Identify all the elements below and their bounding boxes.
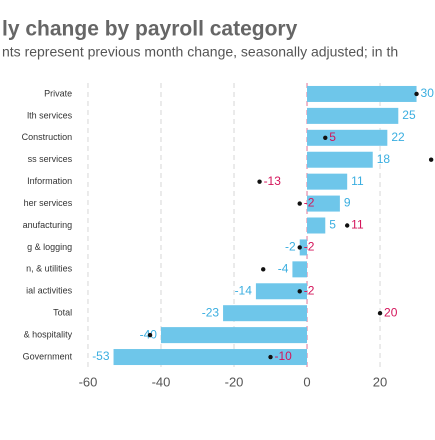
dot: [147, 332, 153, 338]
bar: [307, 195, 340, 212]
bar: [307, 217, 326, 234]
y-tick-label: her services: [24, 198, 73, 208]
dot-label: -13: [264, 174, 282, 188]
dot: [257, 179, 262, 184]
dot-label: -10: [275, 349, 293, 363]
value-label: -53: [92, 349, 110, 363]
dot-label: -2: [304, 240, 315, 254]
y-tick-label: Government: [23, 351, 73, 361]
y-tick-label: anufacturing: [23, 220, 73, 230]
y-tick-label: n, & utilities: [26, 264, 73, 274]
bar: [307, 173, 348, 190]
y-tick-label: Total: [53, 308, 72, 318]
y-tick-label: & hospitality: [24, 329, 73, 339]
dot: [297, 289, 302, 294]
bar: [307, 85, 417, 102]
dot: [297, 245, 302, 250]
x-tick-label: -40: [152, 374, 171, 389]
bar: [307, 129, 388, 146]
x-tick-label: 0: [303, 374, 310, 389]
value-label: 30: [421, 86, 435, 100]
value-label: -4: [278, 262, 289, 276]
dot-label: 20: [384, 305, 398, 319]
dot: [344, 223, 350, 228]
dot-label: 11: [351, 218, 364, 232]
value-label: 5: [329, 218, 336, 232]
y-tick-label: g & logging: [27, 242, 72, 252]
bar: [223, 305, 308, 322]
bar: [307, 151, 373, 168]
dot: [297, 201, 302, 206]
dot-label: 5: [329, 130, 336, 144]
bar: [307, 107, 399, 124]
dot: [268, 354, 273, 360]
x-tick-label: -20: [225, 374, 244, 389]
bar: [292, 261, 308, 278]
x-tick-label: 20: [373, 374, 387, 389]
x-tick-label: -60: [79, 374, 98, 389]
chart-title: ly change by payroll category: [2, 18, 298, 41]
value-label: -23: [202, 305, 220, 319]
y-tick-label: ss services: [28, 154, 73, 164]
dot: [414, 91, 419, 97]
dot: [323, 135, 328, 141]
value-label: 18: [377, 152, 391, 166]
y-tick-label: Private: [44, 88, 72, 98]
y-tick-label: ial activities: [26, 286, 73, 296]
dot: [428, 157, 434, 162]
dot: [261, 267, 266, 272]
bar: [160, 327, 308, 344]
bar: [255, 283, 308, 300]
dot-label: -2: [304, 196, 315, 210]
value-label: 11: [351, 174, 364, 188]
value-label: 22: [391, 130, 405, 144]
y-tick-label: Construction: [22, 132, 73, 142]
value-label: 25: [402, 108, 416, 122]
dot-label: -2: [304, 283, 315, 297]
bar: [113, 349, 308, 366]
value-label: 9: [344, 196, 351, 210]
bar: [299, 239, 308, 256]
chart-subtitle: nts represent previous month change, sea…: [2, 44, 398, 60]
value-label: -14: [235, 283, 253, 297]
y-tick-label: Information: [27, 176, 72, 186]
dot: [377, 310, 383, 316]
value-label: -2: [285, 240, 296, 254]
y-tick-label: lth services: [27, 110, 73, 120]
